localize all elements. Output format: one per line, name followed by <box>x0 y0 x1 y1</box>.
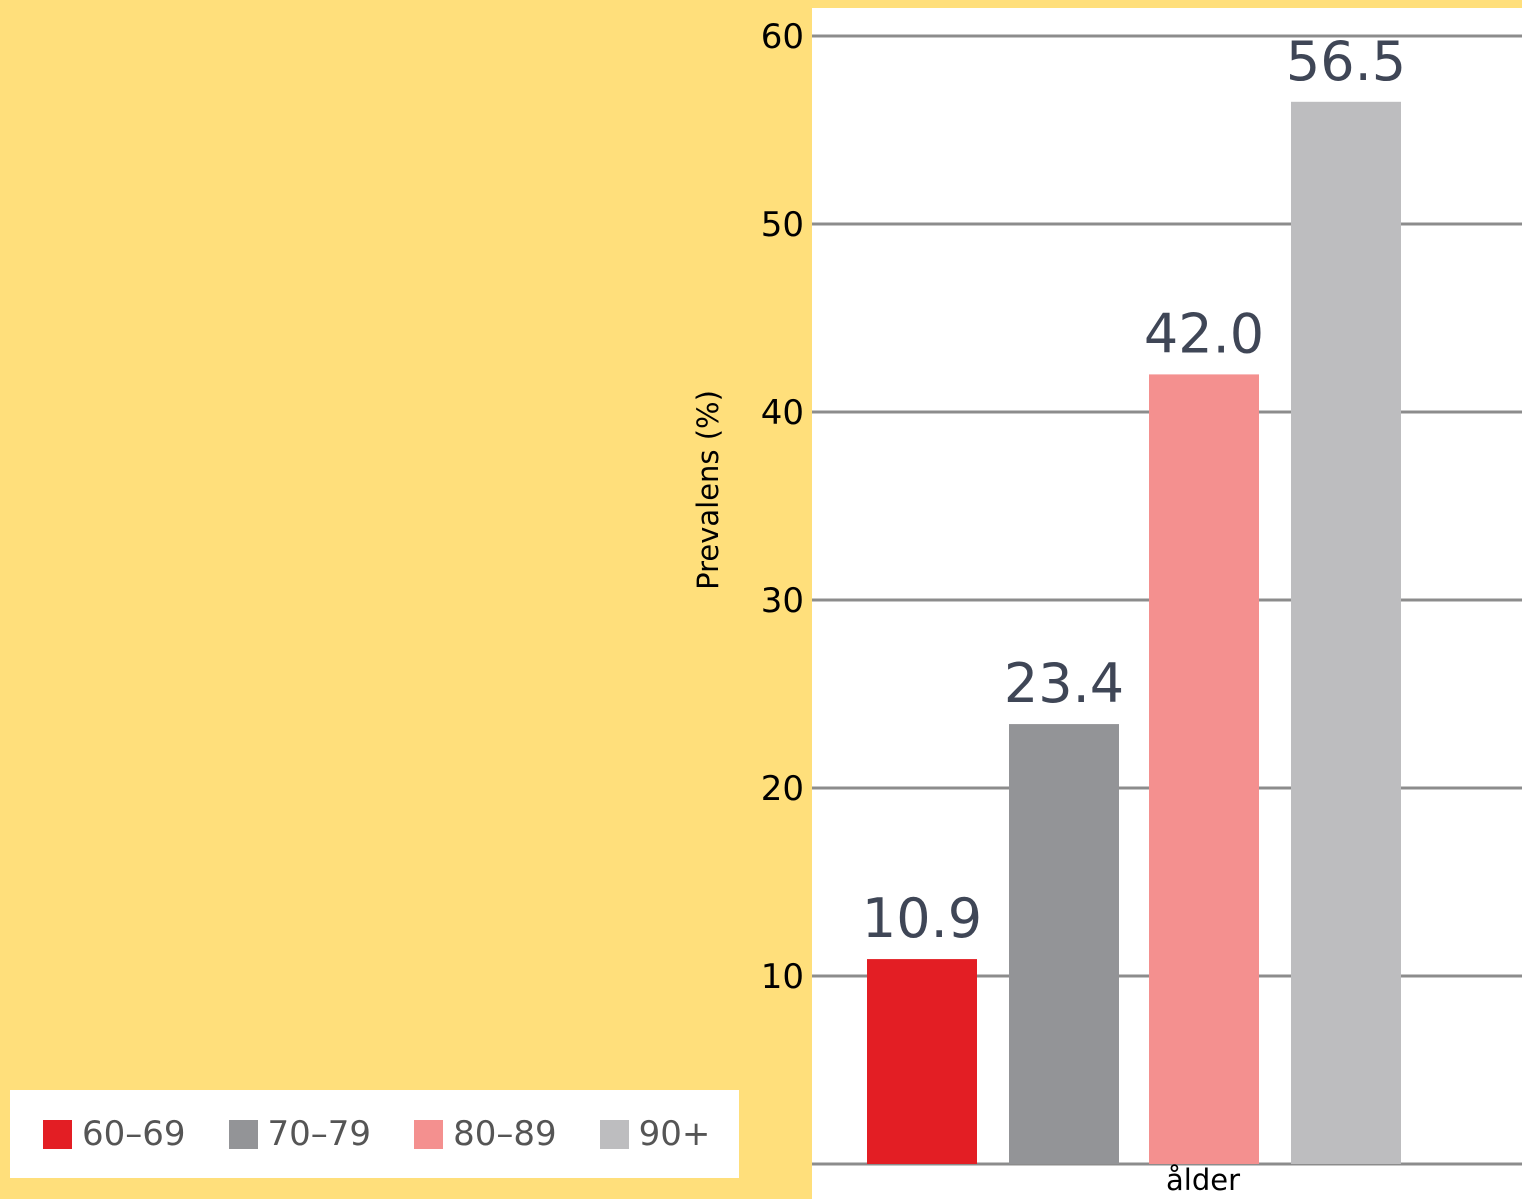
bars <box>867 101 1401 1164</box>
data-label-2: 23.4 <box>1004 652 1124 715</box>
data-label-4: 56.5 <box>1286 30 1406 93</box>
bar-1 <box>867 959 977 1164</box>
y-tick-label: 10 <box>761 957 804 997</box>
bar-2 <box>1009 724 1119 1164</box>
legend-label: 80–89 <box>453 1114 557 1154</box>
y-axis-ticks: 10 20 30 40 50 60 <box>761 17 804 997</box>
data-labels: 10.9 23.4 42.0 56.5 <box>862 30 1406 950</box>
legend-item: 90+ <box>599 1114 711 1154</box>
legend-label: 60–69 <box>82 1114 186 1154</box>
x-axis-title: ålder <box>1166 1163 1240 1197</box>
legend-item: 60–69 <box>43 1114 186 1154</box>
legend-swatch <box>43 1119 72 1149</box>
chart-legend: 60–69 70–79 80–89 90+ <box>10 1090 739 1178</box>
bar-3 <box>1149 374 1259 1164</box>
y-tick-label: 20 <box>761 769 804 809</box>
y-tick-label: 40 <box>761 393 804 433</box>
data-label-3: 42.0 <box>1144 302 1264 365</box>
legend-swatch <box>228 1119 258 1149</box>
legend-label: 70–79 <box>267 1114 372 1154</box>
y-axis-title: Prevalens (%) <box>691 390 725 590</box>
legend-swatch <box>414 1119 444 1149</box>
legend-item: 70–79 <box>228 1114 372 1154</box>
bar-4 <box>1291 101 1401 1164</box>
legend-swatch <box>599 1119 629 1149</box>
y-tick-label: 60 <box>761 17 804 57</box>
legend-label: 90+ <box>638 1114 711 1154</box>
y-tick-label: 30 <box>761 581 804 621</box>
y-tick-label: 50 <box>761 205 804 245</box>
data-label-1: 10.9 <box>862 887 982 950</box>
legend-item: 80–89 <box>414 1114 557 1154</box>
